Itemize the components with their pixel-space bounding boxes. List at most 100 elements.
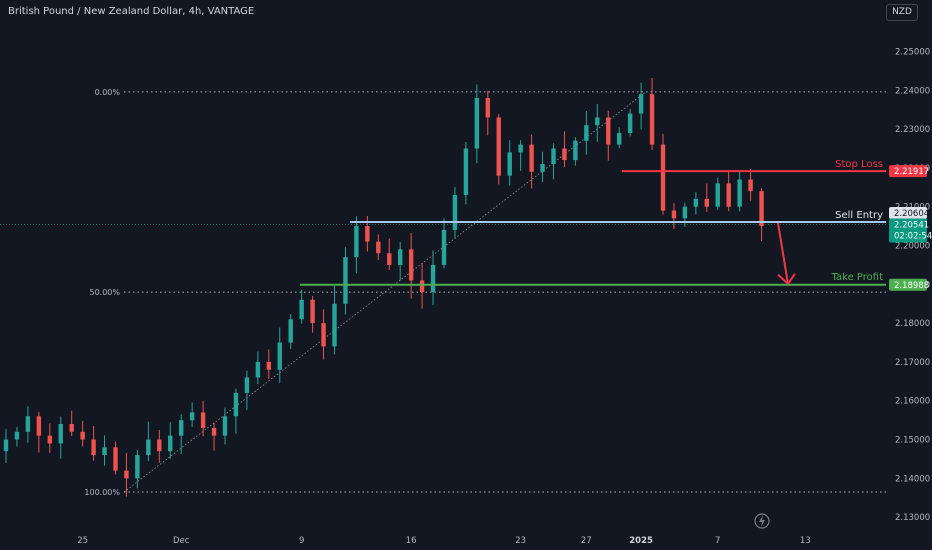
take-profit-tag-bg	[889, 278, 927, 291]
candle-body	[146, 439, 151, 456]
y-tick-label: 2.14000	[895, 474, 930, 484]
candle-body	[704, 198, 709, 207]
take-profit-tag: 2.18988	[894, 281, 929, 291]
candle-body	[485, 98, 490, 118]
y-tick-label: 2.18000	[895, 319, 930, 329]
x-tick-label: Dec	[173, 536, 190, 546]
y-tick-label: 2.20000	[895, 242, 930, 252]
y-tick-label: 2.15000	[895, 436, 930, 446]
candle-body	[408, 249, 414, 281]
candle-body	[124, 470, 129, 479]
x-tick-label: 27	[581, 536, 592, 546]
candle-body	[14, 431, 20, 440]
stop-loss-tag-bg	[889, 165, 927, 178]
candle-body	[310, 299, 315, 324]
candle-body	[737, 179, 742, 207]
candle-body	[69, 424, 74, 432]
candle-body	[36, 416, 42, 436]
candle-body	[288, 319, 293, 343]
x-tick-label: 9	[299, 536, 304, 546]
candle-body	[595, 117, 600, 126]
candle-body	[398, 249, 403, 265]
x-tick-label: 16	[406, 536, 417, 546]
chart-title: British Pound / New Zealand Dollar, 4h, …	[8, 6, 255, 17]
candle-body	[419, 280, 425, 293]
candle-body	[222, 416, 228, 436]
candle-body	[168, 435, 173, 452]
candle-body	[299, 299, 304, 320]
lightning-icon-ring	[754, 513, 770, 529]
candle-body	[584, 125, 589, 141]
target-arrow-head	[777, 273, 796, 286]
candle-body	[452, 195, 458, 230]
candle-body	[660, 144, 666, 211]
fib-label: 100.00%	[84, 488, 120, 497]
current-price-tag: 2.20541	[894, 221, 929, 231]
candle-body	[25, 416, 31, 432]
candle-body	[211, 427, 217, 436]
candle-body	[671, 210, 677, 219]
candle-body	[102, 447, 107, 456]
candle-body	[354, 226, 359, 258]
candle-body	[135, 455, 140, 479]
y-tick-label: 2.24000	[895, 86, 930, 96]
fib-label: 0.00%	[95, 88, 121, 97]
sell-entry-tag: 2.20604	[894, 209, 929, 219]
candle-body	[474, 98, 480, 149]
target-arrow-shaft	[777, 222, 789, 284]
fib-trendline	[123, 91, 647, 493]
candle-body	[507, 152, 512, 176]
candle-body	[189, 412, 195, 421]
candle-body	[518, 144, 523, 153]
x-tick-label: 7	[715, 536, 720, 546]
x-tick-label: 25	[77, 536, 88, 546]
candle-body	[3, 439, 9, 452]
candle-body	[157, 439, 162, 452]
candle-body	[343, 257, 348, 304]
y-tick-label: 2.23000	[895, 125, 930, 135]
candle-body	[255, 361, 261, 378]
candle-body	[91, 439, 96, 456]
candle-body	[244, 377, 250, 393]
candle-body	[58, 424, 63, 444]
lightning-icon-bolt	[759, 515, 765, 527]
take-profit-label: Take Profit	[831, 272, 884, 283]
candle-body	[266, 361, 271, 370]
candle-body	[80, 431, 85, 440]
candle-body	[365, 226, 370, 242]
candle-body	[573, 140, 578, 161]
sell-entry-label: Sell Entry	[835, 210, 883, 221]
y-tick-label: 2.25000	[895, 47, 930, 57]
candle-body	[496, 117, 501, 176]
y-tick-label: 2.13000	[895, 513, 930, 523]
candle-body	[200, 412, 206, 428]
candle-body	[715, 183, 720, 207]
stop-loss-tag: 2.21917	[894, 167, 929, 177]
candle-body	[113, 447, 118, 471]
candle-body	[638, 94, 644, 114]
candle-body	[332, 303, 337, 347]
candle-body	[430, 264, 436, 293]
candle-body	[529, 144, 534, 172]
candle-body	[233, 392, 239, 417]
candle-body	[627, 113, 633, 133]
candle-body	[682, 206, 688, 219]
candle-body	[759, 191, 764, 227]
candle-body	[463, 148, 469, 196]
candle-body	[540, 164, 545, 172]
stop-loss-label: Stop Loss	[835, 159, 883, 170]
candle-body	[321, 323, 326, 347]
candle-body	[649, 94, 655, 145]
lightning-icon[interactable]	[754, 513, 770, 529]
candle-body	[387, 253, 392, 265]
candle-body	[441, 229, 447, 265]
current-price-tag-bg	[889, 218, 927, 243]
candle-body	[551, 148, 556, 165]
y-tick-label: 2.17000	[895, 358, 930, 368]
currency-badge[interactable]: NZD	[886, 4, 918, 21]
y-tick-label: 2.16000	[895, 397, 930, 407]
candle-body	[376, 241, 381, 254]
countdown-tag: 02:02:54	[894, 232, 932, 242]
